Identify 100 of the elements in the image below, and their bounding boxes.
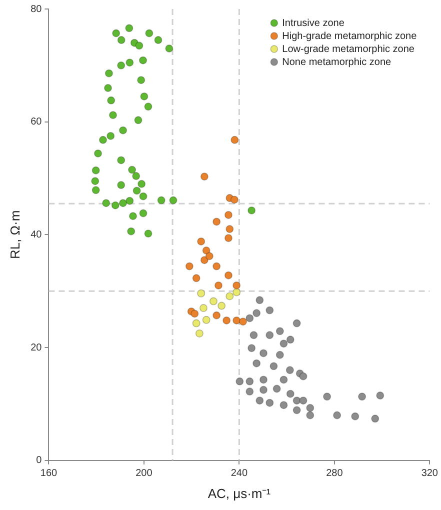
point [280, 401, 288, 410]
point [195, 329, 204, 338]
point [145, 29, 154, 38]
point [169, 196, 178, 204]
point [111, 201, 120, 210]
point [280, 340, 288, 348]
point [117, 181, 126, 190]
point [351, 412, 360, 420]
point [128, 166, 136, 174]
point [106, 132, 115, 140]
point [192, 274, 200, 282]
point [246, 388, 254, 396]
point [224, 234, 232, 242]
point [250, 331, 258, 340]
point [230, 136, 239, 144]
point [107, 96, 116, 104]
point [139, 209, 148, 218]
point [292, 396, 301, 405]
point [132, 172, 140, 180]
point [236, 377, 244, 386]
point [266, 306, 274, 314]
point [132, 186, 141, 195]
point [246, 314, 254, 322]
point [256, 296, 264, 304]
point [252, 359, 261, 368]
point [127, 227, 136, 236]
point [272, 384, 281, 393]
point [248, 344, 256, 352]
point [125, 24, 134, 32]
y-tick-label: 80 [30, 4, 42, 15]
y-tick-label: 0 [36, 455, 42, 466]
x-tick-label: 320 [421, 468, 438, 480]
x-tick-label: 160 [40, 468, 58, 480]
point [205, 252, 214, 260]
point [129, 212, 138, 220]
y-tick-label: 60 [30, 116, 42, 128]
point [144, 230, 152, 238]
point [286, 390, 294, 398]
y-axis-title: RL, Ω·m [7, 210, 22, 260]
point [144, 102, 152, 111]
point [376, 392, 384, 400]
point [185, 262, 194, 270]
point [117, 61, 126, 70]
point [91, 177, 100, 186]
point [117, 36, 126, 44]
point [165, 44, 174, 52]
point [276, 327, 284, 336]
point [92, 166, 100, 174]
point [266, 398, 274, 407]
point [222, 316, 231, 324]
point [102, 199, 110, 208]
point [256, 396, 264, 405]
point [259, 376, 268, 384]
point [248, 206, 256, 214]
legend-label: None metamorphic zone [282, 56, 392, 68]
point [214, 281, 222, 290]
point [306, 411, 314, 420]
point [306, 404, 314, 412]
point [224, 210, 232, 219]
point [299, 372, 308, 380]
x-tick-label: 240 [230, 468, 248, 480]
point [371, 414, 380, 423]
point [209, 297, 218, 306]
point [139, 56, 148, 64]
point [138, 180, 146, 188]
point [94, 149, 102, 158]
point [140, 92, 148, 100]
x-tick-label: 200 [136, 468, 153, 480]
point [197, 237, 206, 246]
point [292, 319, 301, 328]
point [299, 396, 308, 405]
point [323, 392, 332, 401]
point [126, 58, 134, 67]
point [280, 376, 288, 384]
point [126, 196, 134, 205]
point [224, 271, 232, 280]
point [212, 218, 221, 226]
point [109, 111, 118, 120]
point [259, 349, 268, 358]
x-axis-title: AC, μs·m⁻¹ [208, 486, 272, 501]
point [202, 316, 210, 324]
point [252, 309, 261, 318]
point [119, 199, 128, 208]
point [333, 411, 342, 420]
point [212, 262, 221, 270]
legend-label: Intrusive zone [282, 18, 345, 29]
point [259, 386, 268, 394]
point [230, 196, 238, 204]
point [200, 172, 208, 181]
point [117, 156, 126, 164]
point [197, 289, 206, 298]
point [135, 42, 144, 50]
point [157, 196, 166, 204]
point [92, 186, 100, 194]
legend-label: Low-grade metamorphic zone [282, 44, 415, 55]
point [266, 331, 274, 340]
point [154, 36, 162, 44]
point [99, 136, 108, 144]
point [286, 366, 294, 374]
point [134, 116, 142, 124]
